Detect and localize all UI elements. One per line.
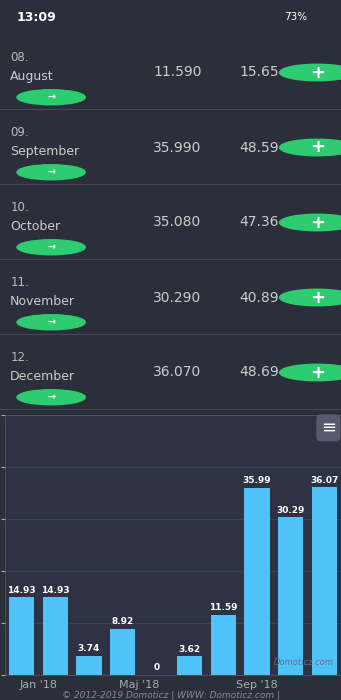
Text: 12.: 12. (10, 351, 29, 364)
Text: © 2012-2019 Domoticz | WWW: Domoticz.com |: © 2012-2019 Domoticz | WWW: Domoticz.com… (61, 692, 280, 700)
Text: 30.29: 30.29 (277, 506, 305, 515)
Text: +: + (310, 139, 325, 157)
Text: 36.070: 36.070 (153, 365, 202, 379)
Text: 08.: 08. (10, 51, 29, 64)
Bar (211, 615, 236, 675)
Bar (9, 597, 34, 675)
Text: 48.69: 48.69 (239, 365, 279, 379)
Text: 3.74: 3.74 (78, 644, 100, 653)
Bar (43, 597, 68, 675)
Circle shape (280, 64, 341, 81)
Text: 3.62: 3.62 (179, 645, 201, 654)
Circle shape (280, 139, 341, 156)
Text: +: + (310, 64, 325, 81)
Text: Domoticz.com: Domoticz.com (274, 658, 334, 667)
Circle shape (280, 364, 341, 381)
Circle shape (280, 289, 341, 306)
Bar (278, 517, 303, 675)
Text: 40.89: 40.89 (239, 290, 279, 304)
Text: 14.93: 14.93 (8, 586, 36, 595)
Text: +: + (310, 214, 325, 232)
Text: +: + (310, 288, 325, 307)
Bar (244, 488, 270, 675)
Bar (76, 656, 102, 675)
Text: 11.59: 11.59 (209, 603, 238, 612)
Text: 47.36: 47.36 (239, 216, 279, 230)
Text: 11.590: 11.590 (153, 66, 202, 80)
Circle shape (17, 90, 85, 105)
Text: ≡: ≡ (321, 419, 336, 437)
Text: December: December (10, 370, 75, 383)
Text: 30.290: 30.290 (153, 290, 202, 304)
Text: September: September (10, 145, 79, 158)
Text: 14.93: 14.93 (41, 586, 70, 595)
Text: 09.: 09. (10, 126, 29, 139)
Text: 35.080: 35.080 (153, 216, 202, 230)
Text: August: August (10, 70, 54, 83)
Circle shape (17, 315, 85, 330)
Text: 73%: 73% (284, 13, 307, 22)
Circle shape (280, 214, 341, 231)
Text: +: + (310, 363, 325, 382)
Text: 36.07: 36.07 (310, 476, 338, 485)
Text: →: → (47, 317, 55, 328)
Text: 35.99: 35.99 (243, 476, 271, 485)
Text: 11.: 11. (10, 276, 29, 289)
Bar (312, 487, 337, 675)
Text: 10.: 10. (10, 201, 29, 214)
Text: 0: 0 (153, 664, 159, 673)
Text: 35.990: 35.990 (153, 141, 202, 155)
Text: 8.92: 8.92 (112, 617, 134, 626)
Text: 48.59: 48.59 (239, 141, 279, 155)
Circle shape (17, 164, 85, 180)
Bar (110, 629, 135, 675)
Text: →: → (47, 167, 55, 177)
Circle shape (17, 239, 85, 255)
Text: 13:09: 13:09 (17, 11, 57, 24)
Text: 15.65: 15.65 (239, 66, 279, 80)
Bar (177, 656, 203, 675)
Text: October: October (10, 220, 60, 232)
Circle shape (17, 390, 85, 405)
Text: →: → (47, 92, 55, 102)
Text: November: November (10, 295, 75, 308)
Text: →: → (47, 392, 55, 402)
Text: →: → (47, 242, 55, 252)
